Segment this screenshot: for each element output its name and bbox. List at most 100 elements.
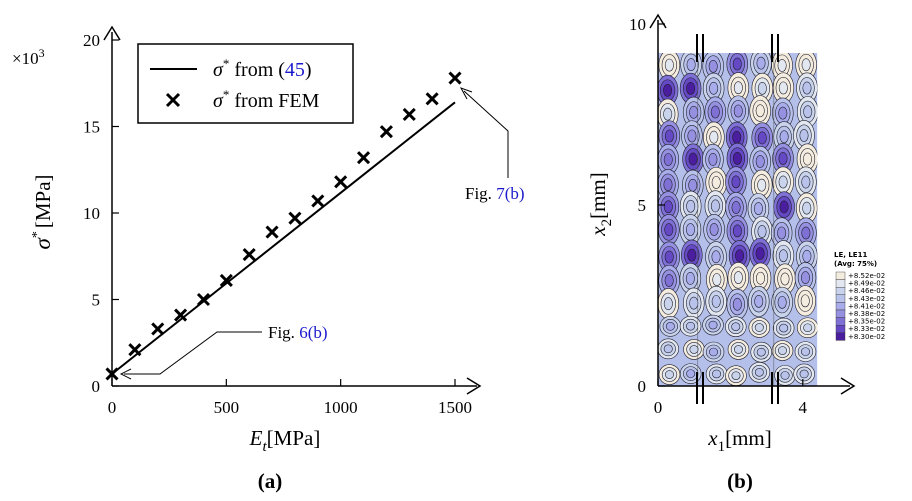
x-tick-label: 4 — [799, 398, 808, 417]
fem-point — [174, 308, 188, 322]
contour-cell — [682, 143, 704, 175]
contour-cell — [796, 317, 818, 339]
panel-b-ticks: 0 4 0 5 10 — [629, 15, 808, 417]
panel-a-x-label: Et[MPa] — [249, 426, 321, 455]
contour-cell — [725, 191, 747, 224]
contour-cell — [772, 97, 794, 129]
contour-cell — [658, 288, 680, 320]
fem-point — [448, 71, 462, 85]
contour-legend: LE, LE11 (Avg: 75%) +8.52e-02+8.49e-02+8… — [834, 251, 885, 341]
contour-cell — [658, 74, 679, 106]
annotation-fig6b: Fig. 6(b) — [268, 323, 328, 342]
contour-cell — [679, 262, 702, 294]
fem-point — [356, 151, 371, 165]
contour-cell — [795, 166, 817, 198]
legend-swatch — [835, 332, 846, 341]
contour-cell — [659, 316, 682, 337]
contour-cell — [726, 52, 749, 80]
legend-swatch — [835, 325, 846, 334]
annotation-fig6b-arrowhead — [119, 368, 132, 380]
contour-field — [658, 52, 818, 387]
contour-cell — [795, 52, 817, 81]
contour-cell — [796, 192, 818, 224]
annotation-fig7b: Fig. 7(b) — [465, 184, 525, 203]
contour-cell — [796, 143, 818, 175]
contour-cell — [683, 339, 705, 360]
contour-cell — [702, 52, 724, 82]
contour-cell — [702, 341, 725, 363]
contour-cell — [679, 214, 702, 246]
fem-point — [128, 343, 142, 357]
legend-level-label: +8.38e-02 — [848, 310, 885, 318]
fem-point — [105, 367, 119, 381]
contour-cell — [705, 285, 727, 317]
contour-cell — [726, 215, 749, 247]
panel-a-data — [105, 71, 462, 381]
contour-cell — [725, 121, 748, 153]
contour-cell — [750, 341, 772, 363]
panel-b-y-axis-arrow — [649, 13, 667, 29]
contour-cell — [770, 217, 793, 249]
contour-cell — [658, 120, 681, 152]
contour-cell — [658, 52, 681, 81]
legend-swatch — [835, 287, 846, 296]
legend-swatch — [835, 302, 846, 311]
legend-level-label: +8.41e-02 — [848, 302, 885, 310]
contour-cell — [750, 169, 773, 201]
contour-cell — [727, 339, 750, 360]
panel-b-y-label: x2[mm] — [586, 172, 615, 236]
annotation-fig6b-leader — [124, 331, 262, 375]
contour-cell — [705, 363, 728, 385]
annotation-fig7b-arrowhead — [459, 87, 473, 100]
contour-cell — [682, 287, 705, 319]
contour-cell — [726, 288, 749, 320]
fem-point — [379, 125, 393, 139]
legend-level-label: +8.33e-02 — [848, 325, 885, 333]
contour-cell — [658, 338, 679, 360]
contour-cell — [727, 95, 750, 127]
legend-swatch — [835, 279, 846, 288]
contour-cell — [748, 362, 771, 383]
contour-cell — [771, 340, 794, 361]
contour-cell — [681, 120, 703, 152]
legend-level-label: +8.30e-02 — [848, 333, 885, 341]
fem-point — [242, 247, 256, 262]
fem-point — [151, 322, 165, 336]
fem-point — [265, 225, 279, 239]
contour-cell — [774, 263, 796, 295]
annotation-fig7b-leader — [463, 90, 509, 178]
legend-swatch — [835, 309, 846, 318]
contour-cell — [749, 95, 771, 127]
break-markers — [696, 34, 779, 404]
contour-cell — [702, 143, 724, 175]
legend-marker-swatch — [165, 92, 181, 108]
contour-cell — [725, 365, 747, 386]
contour-cell — [705, 166, 727, 198]
contour-cell — [793, 363, 815, 385]
contour-cell — [658, 241, 680, 273]
fem-point — [219, 273, 233, 288]
contour-cell — [748, 317, 771, 338]
contour-cell — [726, 142, 749, 174]
contour-cell — [795, 217, 817, 249]
panel-b-label: (b) — [727, 469, 753, 493]
x-tick-label: 0 — [654, 398, 663, 417]
legend-swatch — [835, 271, 846, 280]
panel-a-ticks: 0 500 1000 1500 0 5 10 15 20 — [83, 31, 472, 417]
legend-level-label: +8.35e-02 — [848, 318, 885, 326]
contour-cell — [747, 285, 770, 317]
contour-cell — [658, 264, 680, 297]
panel-a-label: (a) — [258, 469, 283, 493]
contour-cell — [706, 264, 728, 296]
legend-entry-fem: σ* from FEM — [213, 87, 320, 112]
x-tick-label: 1000 — [324, 398, 358, 417]
y-tick-label: 20 — [83, 31, 100, 50]
contour-cell — [727, 262, 750, 294]
y-tick-label: 15 — [83, 118, 100, 137]
contour-cell — [793, 119, 815, 152]
contour-cell — [772, 142, 794, 175]
panel-a-legend — [137, 43, 354, 124]
panel-b-x-label: x1[mm] — [707, 426, 771, 455]
x-tick-label: 0 — [108, 398, 117, 417]
contour-cell — [772, 317, 795, 339]
